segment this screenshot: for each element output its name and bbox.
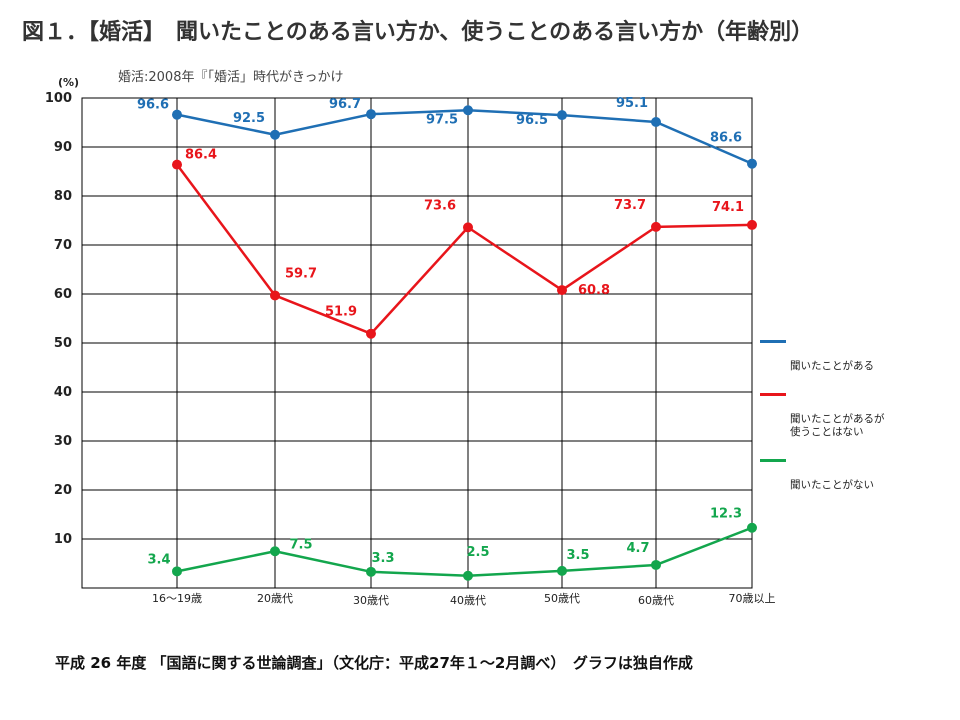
data-point-0-0: [172, 109, 182, 120]
x-tick-label-0: 16～19歳: [152, 592, 202, 605]
data-point-0-4: [557, 110, 567, 121]
y-tick-label-50: 50: [54, 336, 72, 351]
data-label-2-6: 12.3: [710, 507, 742, 522]
data-label-0-2: 96.7: [329, 97, 361, 112]
data-label-2-1: 7.5: [289, 537, 312, 552]
data-label-1-6: 74.1: [712, 200, 744, 215]
data-label-0-0: 96.6: [137, 98, 169, 113]
data-point-1-1: [270, 290, 280, 301]
data-point-1-3: [463, 222, 473, 233]
legend: 聞いたことがある 聞いたことがあるが 使うことはない 聞いたことがない: [760, 334, 950, 506]
data-point-2-5: [651, 559, 661, 570]
chart-title: 図１．【婚活】 聞いたことのある言い方か、使うことのある言い方か（年齢別）: [22, 20, 814, 45]
legend-item-not-heard: 聞いたことがない: [760, 453, 950, 492]
data-point-0-3: [463, 105, 473, 116]
y-tick-label-90: 90: [54, 140, 72, 155]
x-tick-label-5: 60歳代: [638, 594, 674, 607]
legend-label-heard-not-used: 聞いたことがあるが 使うことはない: [790, 413, 885, 438]
legend-item-heard-not-used: 聞いたことがあるが 使うことはない: [760, 387, 950, 439]
x-tick-label-4: 50歳代: [544, 592, 580, 605]
y-tick-label-100: 100: [45, 91, 72, 106]
y-tick-label-10: 10: [54, 532, 72, 547]
data-label-2-3: 2.5: [466, 545, 489, 560]
data-point-1-5: [651, 221, 661, 232]
series-line-1: [175, 163, 753, 335]
legend-item-heard: 聞いたことがある: [760, 334, 950, 373]
data-point-0-5: [651, 117, 661, 128]
y-tick-label-20: 20: [54, 483, 72, 498]
data-label-1-3: 73.6: [424, 198, 456, 213]
y-tick-label-30: 30: [54, 434, 72, 449]
legend-swatch-blue: [760, 340, 786, 343]
data-label-0-5: 95.1: [616, 96, 648, 111]
data-label-1-0: 86.4: [185, 148, 217, 163]
data-point-1-4: [557, 285, 567, 296]
x-tick-label-6: 70歳以上: [729, 592, 776, 605]
data-label-0-4: 96.5: [516, 113, 548, 128]
legend-label-not-heard: 聞いたことがない: [790, 479, 874, 491]
data-point-2-1: [270, 546, 280, 557]
series-line-2: [176, 526, 753, 577]
x-tick-label-3: 40歳代: [450, 594, 486, 607]
y-axis-unit-label: (%): [58, 76, 79, 89]
y-tick-label-80: 80: [54, 189, 72, 204]
data-label-0-6: 86.6: [710, 131, 742, 146]
data-label-2-2: 3.3: [371, 551, 394, 566]
data-label-0-1: 92.5: [233, 111, 265, 126]
y-tick-label-60: 60: [54, 287, 72, 302]
data-label-1-1: 59.7: [285, 266, 317, 281]
data-label-1-2: 51.9: [325, 305, 357, 320]
x-tick-label-1: 20歳代: [257, 592, 293, 605]
data-point-2-4: [557, 565, 567, 576]
data-label-2-0: 3.4: [147, 552, 170, 567]
data-point-1-6: [747, 219, 757, 230]
data-label-2-4: 3.5: [566, 548, 589, 563]
legend-swatch-green: [760, 459, 786, 462]
data-point-2-3: [463, 570, 473, 581]
data-point-0-1: [270, 129, 280, 140]
data-point-1-2: [366, 328, 376, 339]
data-point-0-6: [747, 158, 757, 169]
y-tick-label-70: 70: [54, 238, 72, 253]
data-point-1-0: [172, 159, 182, 170]
data-point-2-2: [366, 566, 376, 577]
x-tick-label-2: 30歳代: [353, 594, 389, 607]
data-label-0-3: 97.5: [426, 112, 458, 127]
legend-label-heard: 聞いたことがある: [790, 360, 874, 372]
source-footer: 平成 26 年度 「国語に関する世論調査」（文化庁：平成27年１～2月調べ） グ…: [55, 654, 693, 672]
data-point-2-0: [172, 566, 182, 577]
data-point-2-6: [747, 522, 757, 533]
y-tick-label-40: 40: [54, 385, 72, 400]
chart-subtitle: 婚活:2008年『「婚活」時代がきっかけ: [118, 70, 344, 85]
data-point-0-2: [366, 109, 376, 120]
data-label-1-5: 73.7: [614, 198, 646, 213]
legend-swatch-red: [760, 393, 786, 396]
data-label-2-5: 4.7: [626, 541, 649, 556]
data-label-1-4: 60.8: [578, 283, 610, 298]
